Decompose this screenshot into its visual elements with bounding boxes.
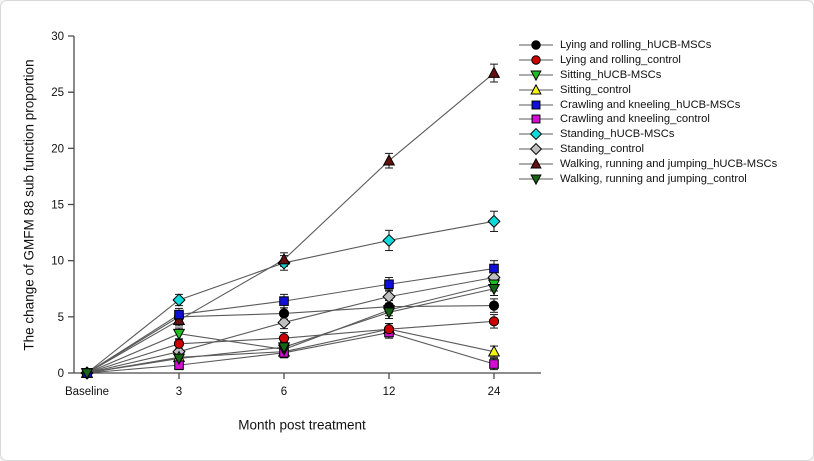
- legend-marker: [531, 55, 541, 65]
- x-tick-label: 12: [383, 386, 396, 398]
- legend-item-0: Lying and rolling_hUCB-MSCs: [518, 38, 777, 53]
- y-axis-title: The change of GMFM 88 sub function propo…: [21, 59, 37, 351]
- marker-series-1: [383, 324, 395, 335]
- marker-series-0: [278, 308, 290, 319]
- legend-item-4: Crawling and kneeling_hUCB-MSCs: [518, 97, 777, 112]
- marker-series-1: [278, 333, 290, 344]
- legend-swatch-triangle-down-icon: [519, 174, 553, 185]
- x-tick-label: 3: [176, 386, 182, 398]
- legend-marker: [531, 100, 541, 110]
- marker-series-6: [172, 293, 186, 307]
- marker-series-4: [384, 279, 394, 290]
- marker-series-5: [489, 359, 499, 369]
- legend-marker: [531, 114, 541, 124]
- marker-series-8: [382, 154, 396, 166]
- legend-item-8: Walking, running and jumping_hUCB-MSCs: [518, 156, 777, 171]
- y-tick-label: 25: [51, 87, 64, 99]
- y-tick-label: 20: [51, 143, 64, 155]
- legend-item-1: Lying and rolling_control: [518, 53, 777, 68]
- legend-label: Walking, running and jumping_control: [560, 172, 747, 185]
- marker-series-1: [173, 338, 185, 349]
- legend-marker: [530, 83, 542, 95]
- legend-label: Crawling and kneeling_control: [560, 113, 710, 126]
- legend-marker: [531, 40, 541, 51]
- x-axis-title: Month post treatment: [238, 417, 366, 433]
- marker-series-6: [382, 233, 396, 248]
- marker-series-9: [277, 342, 291, 354]
- y-tick-label: 0: [58, 368, 64, 380]
- legend-label: Sitting_hUCB-MSCs: [560, 68, 662, 81]
- marker-series-8: [172, 313, 186, 326]
- marker-series-7: [277, 315, 291, 330]
- marker-series-4: [279, 296, 289, 306]
- legend-marker: [529, 128, 543, 141]
- legend-marker: [529, 142, 543, 156]
- marker-series-9: [382, 307, 396, 319]
- legend-swatch-circle-icon: [519, 55, 553, 65]
- marker-series-9: [80, 368, 94, 380]
- legend-item-2: Sitting_hUCB-MSCs: [518, 68, 777, 83]
- legend-item-5: Crawling and kneeling_control: [518, 112, 777, 127]
- marker-series-2: [172, 328, 186, 341]
- marker-series-4: [489, 263, 499, 274]
- marker-series-3: [487, 344, 501, 357]
- legend-swatch-triangle-down-icon: [519, 70, 553, 82]
- legend-item-6: Standing_hUCB-MSCs: [518, 127, 777, 142]
- legend-swatch-circle-icon: [519, 40, 553, 51]
- legend-item-7: Standing_control: [518, 142, 777, 157]
- marker-series-0: [488, 300, 500, 311]
- marker-series-8: [487, 66, 501, 78]
- y-tick-label: 10: [51, 256, 64, 268]
- chart-legend: Lying and rolling_hUCB-MSCs Lying and rol…: [518, 38, 777, 186]
- legend-label: Standing_hUCB-MSCs: [560, 128, 675, 141]
- legend-label: Crawling and kneeling_hUCB-MSCs: [560, 98, 741, 111]
- legend-label: Walking, running and jumping_hUCB-MSCs: [560, 157, 778, 170]
- y-tick-label: 5: [58, 312, 64, 324]
- legend-label: Sitting_control: [560, 83, 631, 96]
- legend-marker: [530, 70, 542, 82]
- legend-marker: [530, 174, 542, 185]
- legend-swatch-diamond-icon: [519, 128, 553, 141]
- series-line-2: [86, 283, 495, 374]
- legend-label: Lying and rolling_control: [560, 54, 681, 67]
- legend-swatch-square-icon: [519, 100, 553, 110]
- marker-series-1: [488, 316, 500, 327]
- legend-item-9: Walking, running and jumping_control: [518, 171, 777, 186]
- series-line-8: [86, 72, 495, 374]
- x-tick-label: Baseline: [65, 386, 109, 398]
- legend-swatch-triangle-up-icon: [519, 157, 553, 169]
- legend-item-3: Sitting_control: [518, 82, 777, 97]
- marker-series-7: [382, 290, 396, 304]
- marker-series-9: [487, 283, 501, 296]
- legend-swatch-diamond-icon: [519, 142, 553, 156]
- legend-swatch-square-icon: [519, 114, 553, 124]
- legend-marker: [530, 157, 542, 169]
- marker-series-4: [174, 309, 184, 320]
- marker-series-6: [487, 214, 501, 228]
- legend-label: Lying and rolling_hUCB-MSCs: [560, 39, 712, 52]
- y-tick-label: 15: [51, 200, 64, 212]
- series-line-9: [86, 288, 495, 374]
- marker-series-9: [172, 353, 186, 366]
- x-tick-label: 6: [281, 386, 287, 398]
- marker-series-8: [277, 252, 291, 265]
- legend-swatch-triangle-up-icon: [519, 83, 553, 95]
- y-tick-label: 30: [51, 31, 64, 43]
- series-line-7: [86, 276, 495, 374]
- x-tick-label: 24: [488, 386, 501, 398]
- legend-label: Standing_control: [560, 142, 644, 155]
